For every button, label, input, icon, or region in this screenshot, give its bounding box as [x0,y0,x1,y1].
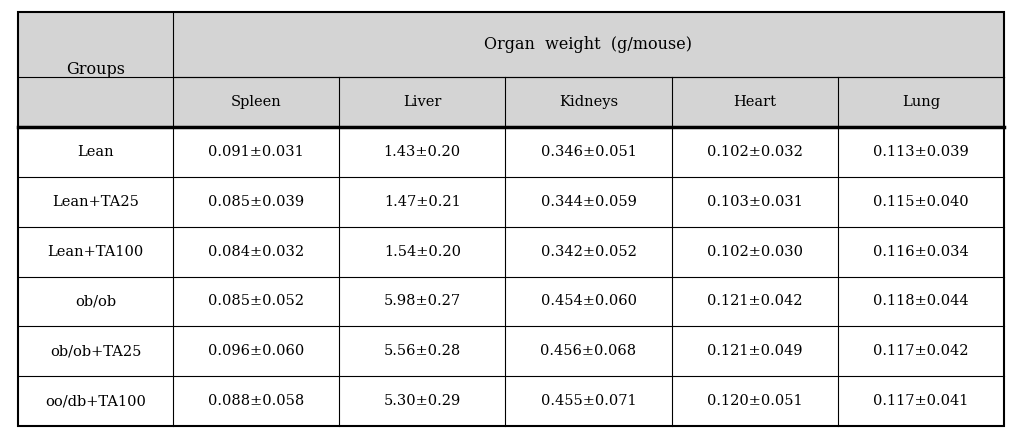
Text: Organ  weight  (g/mouse): Organ weight (g/mouse) [484,36,693,53]
Text: 0.455±0.071: 0.455±0.071 [541,394,637,408]
Text: 5.30±0.29: 5.30±0.29 [383,394,461,408]
Text: 0.342±0.052: 0.342±0.052 [541,244,637,258]
Text: Groups: Groups [66,61,125,78]
Bar [18,276,1004,326]
Text: 0.102±0.030: 0.102±0.030 [706,244,802,258]
Text: oo/db+TA100: oo/db+TA100 [45,394,146,408]
Text: ob/ob: ob/ob [75,294,117,308]
Bar [18,12,1004,77]
Text: 0.085±0.039: 0.085±0.039 [208,195,305,209]
Bar [18,326,1004,376]
Text: 0.096±0.060: 0.096±0.060 [207,344,305,358]
Text: Kidneys: Kidneys [559,95,618,109]
Text: 0.456±0.068: 0.456±0.068 [541,344,637,358]
Text: 0.117±0.041: 0.117±0.041 [873,394,969,408]
Text: 0.121±0.042: 0.121±0.042 [707,294,802,308]
Text: 0.116±0.034: 0.116±0.034 [873,244,969,258]
Text: 0.088±0.058: 0.088±0.058 [207,394,305,408]
Text: 0.084±0.032: 0.084±0.032 [208,244,305,258]
Text: 0.085±0.052: 0.085±0.052 [208,294,305,308]
Text: Lean: Lean [78,145,113,159]
Text: 0.115±0.040: 0.115±0.040 [873,195,969,209]
Bar [18,127,1004,177]
Text: 0.091±0.031: 0.091±0.031 [208,145,304,159]
Text: Lean+TA25: Lean+TA25 [52,195,139,209]
Text: 0.113±0.039: 0.113±0.039 [873,145,969,159]
Text: 1.43±0.20: 1.43±0.20 [383,145,461,159]
Text: 0.346±0.051: 0.346±0.051 [541,145,637,159]
Text: 0.344±0.059: 0.344±0.059 [541,195,637,209]
Text: 5.56±0.28: 5.56±0.28 [383,344,461,358]
Text: ob/ob+TA25: ob/ob+TA25 [50,344,141,358]
Text: 5.98±0.27: 5.98±0.27 [383,294,461,308]
Text: 0.454±0.060: 0.454±0.060 [541,294,637,308]
Bar [18,227,1004,276]
Text: 0.102±0.032: 0.102±0.032 [707,145,802,159]
Text: Heart: Heart [733,95,776,109]
Text: 0.103±0.031: 0.103±0.031 [707,195,802,209]
Text: Lean+TA100: Lean+TA100 [47,244,144,258]
Text: Lung: Lung [901,95,940,109]
Text: 1.47±0.21: 1.47±0.21 [384,195,461,209]
Bar [18,77,1004,127]
Text: 0.120±0.051: 0.120±0.051 [707,394,802,408]
Text: Liver: Liver [403,95,442,109]
Text: 0.117±0.042: 0.117±0.042 [873,344,969,358]
Text: 0.121±0.049: 0.121±0.049 [707,344,802,358]
Bar [18,376,1004,426]
Bar [18,177,1004,227]
Text: Spleen: Spleen [231,95,281,109]
Text: 1.54±0.20: 1.54±0.20 [384,244,461,258]
Text: 0.118±0.044: 0.118±0.044 [873,294,969,308]
